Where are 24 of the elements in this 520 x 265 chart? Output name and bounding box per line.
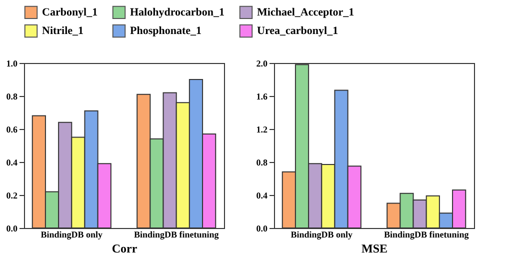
legend-label: Michael_Acceptor_1 [257, 6, 354, 18]
legend-label: Phosphonate_1 [130, 25, 202, 37]
y-tick-label: 1.2 [256, 124, 268, 134]
y-tick-label: 1.0 [6, 58, 18, 68]
y-tick-label: 0.6 [6, 124, 18, 134]
y-tick-label: 0.4 [256, 190, 268, 200]
legend-label: Nitrile_1 [42, 25, 84, 37]
y-tick-label: 1.6 [256, 92, 268, 102]
legend-label: Halohydrocarbon_1 [130, 6, 225, 18]
y-tick-label: 2.0 [256, 58, 268, 68]
y-tick-label: 0.4 [6, 158, 18, 168]
y-tick-label: 0.8 [6, 92, 18, 102]
y-tick-label: 0.2 [6, 190, 18, 200]
x-tick-label: BindingDB only [40, 230, 104, 240]
x-tick-label: BindingDB finetuning [384, 230, 470, 240]
x-axis-title: Corr [112, 242, 138, 256]
x-tick-label: BindingDB only [290, 230, 354, 240]
legend-label: Carbonyl_1 [42, 6, 98, 18]
y-tick-label: 0.0 [6, 224, 18, 234]
x-axis-title: MSE [361, 242, 388, 256]
x-tick-label: BindingDB finetuning [134, 230, 220, 240]
y-tick-label: 0.0 [256, 224, 268, 234]
legend-label: Urea_carbonyl_1 [257, 25, 338, 37]
y-tick-label: 0.8 [256, 158, 268, 168]
